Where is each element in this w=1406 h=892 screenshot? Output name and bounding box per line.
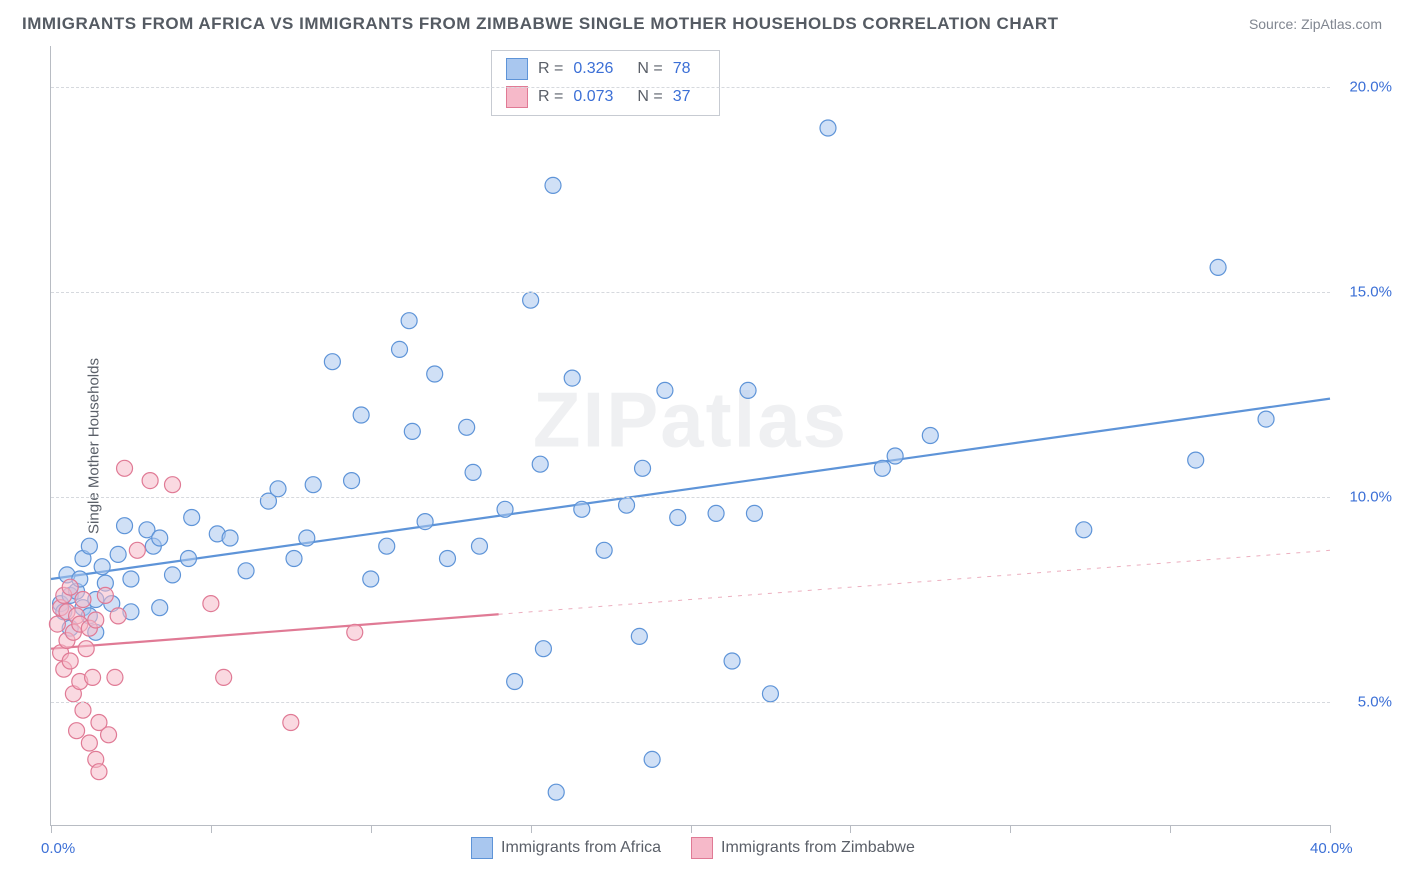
- stats-row-africa: R = 0.326 N = 78: [492, 55, 719, 83]
- x-min-label: 0.0%: [41, 840, 75, 857]
- y-tick-label: 5.0%: [1358, 694, 1392, 711]
- n-value: 78: [673, 60, 691, 78]
- n-value: 37: [673, 88, 691, 106]
- legend-label: Immigrants from Africa: [501, 839, 661, 857]
- swatch-zimbabwe: [506, 86, 528, 108]
- y-tick-label: 10.0%: [1349, 489, 1392, 506]
- stats-legend: R = 0.326 N = 78 R = 0.073 N = 37: [491, 50, 720, 116]
- swatch-africa: [471, 837, 493, 859]
- legend-item-africa: Immigrants from Africa: [471, 837, 661, 859]
- r-label: R =: [538, 88, 563, 106]
- series-legend: Immigrants from Africa Immigrants from Z…: [471, 837, 915, 859]
- scatter-svg: [51, 46, 1330, 825]
- x-max-label: 40.0%: [1310, 840, 1353, 857]
- n-label: N =: [637, 88, 662, 106]
- n-label: N =: [637, 60, 662, 78]
- plot-area: ZIPatlas R = 0.326 N = 78 R = 0.073 N = …: [50, 46, 1330, 826]
- y-tick-label: 20.0%: [1349, 79, 1392, 96]
- swatch-zimbabwe: [691, 837, 713, 859]
- y-tick-label: 15.0%: [1349, 284, 1392, 301]
- source-label: Source: ZipAtlas.com: [1249, 16, 1382, 32]
- r-value: 0.073: [573, 88, 613, 106]
- legend-item-zimbabwe: Immigrants from Zimbabwe: [691, 837, 915, 859]
- r-label: R =: [538, 60, 563, 78]
- r-value: 0.326: [573, 60, 613, 78]
- legend-label: Immigrants from Zimbabwe: [721, 839, 915, 857]
- chart-title: IMMIGRANTS FROM AFRICA VS IMMIGRANTS FRO…: [22, 14, 1059, 34]
- swatch-africa: [506, 58, 528, 80]
